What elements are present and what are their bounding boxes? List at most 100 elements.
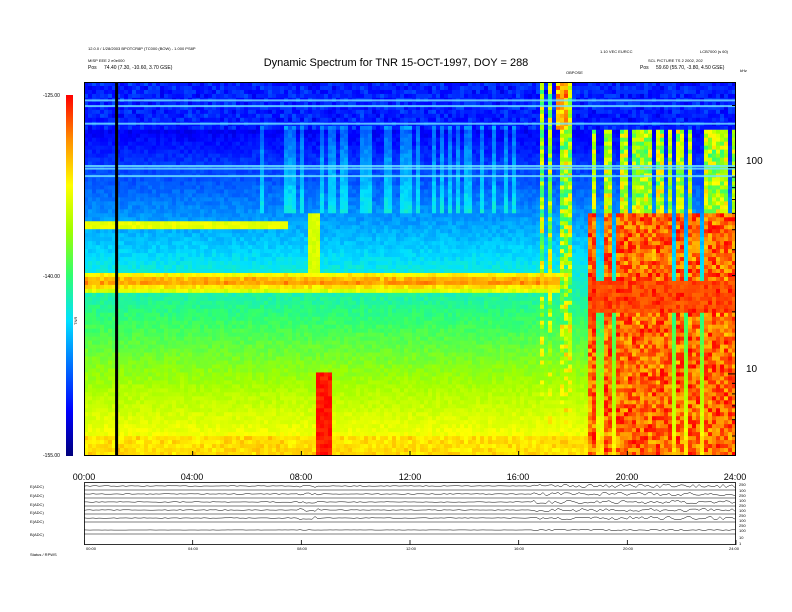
spectrogram-cell xyxy=(204,137,209,143)
spectrogram-cell xyxy=(276,157,281,162)
spectrogram-cell xyxy=(204,380,209,385)
spectrogram-cell xyxy=(276,288,281,294)
spectrogram-cell xyxy=(240,237,245,242)
spectrogram-cell xyxy=(228,145,233,151)
spectrogram-cell xyxy=(100,205,105,210)
spectrogram-cell xyxy=(148,296,153,302)
spectrogram-cell xyxy=(232,324,237,330)
spectrogram-cell xyxy=(176,364,181,369)
spectrogram-cell xyxy=(88,396,93,401)
spectrogram-cell xyxy=(160,141,165,147)
spectrogram-cell xyxy=(124,249,129,254)
spectrogram-cell xyxy=(208,129,213,135)
spectrogram-cell xyxy=(124,400,129,405)
spectrogram-cell xyxy=(192,185,197,190)
spectrogram-cell xyxy=(232,372,237,377)
spectrogram-cell xyxy=(148,388,153,393)
spectrogram-cell xyxy=(256,412,261,417)
spectrogram-cell xyxy=(272,82,277,87)
spectrogram-cell xyxy=(116,292,121,298)
spectrogram-cell xyxy=(280,392,285,397)
spectrogram-cell xyxy=(148,89,153,95)
spectrogram-cell xyxy=(100,93,105,99)
spectrogram-cell xyxy=(168,169,173,174)
spectrogram-cell xyxy=(212,364,217,369)
spectrogram-cell xyxy=(228,253,233,258)
spectrogram-cell xyxy=(152,125,157,131)
spectrogram-cell xyxy=(244,408,249,413)
spectrogram-cell xyxy=(196,372,201,377)
spectrogram-cell xyxy=(92,292,97,298)
spectrogram-cell xyxy=(264,436,269,441)
spectrogram-cell xyxy=(208,209,213,214)
spectrogram-cell xyxy=(116,440,121,445)
spectrogram-cell xyxy=(264,352,269,357)
spectrogram-cell xyxy=(188,324,193,330)
spectrogram-cell xyxy=(144,265,149,270)
spectrogram-cell xyxy=(260,284,265,290)
spectrogram-cell xyxy=(236,408,241,413)
spectrogram-cell xyxy=(240,452,245,456)
spectrogram-cell xyxy=(168,153,173,158)
spectrogram-cell xyxy=(120,272,125,278)
spectrogram-cell xyxy=(192,376,197,381)
spectrogram-cell xyxy=(284,237,289,242)
spectrogram-cell xyxy=(252,276,257,282)
spectrogram-cell xyxy=(200,245,205,250)
spectrogram-cell xyxy=(212,161,217,166)
spectrogram-cell xyxy=(164,300,169,306)
spectrogram-cell xyxy=(196,304,201,310)
spectrogram-cell xyxy=(144,340,149,345)
spectrogram-cell xyxy=(168,444,173,449)
spectrogram-cell xyxy=(140,229,145,234)
spectrogram-cell xyxy=(108,436,113,441)
spectrogram-cell xyxy=(264,185,269,190)
spectrogram-cell xyxy=(228,292,233,298)
spectrogram-cell xyxy=(160,217,165,222)
spectrogram-cell xyxy=(252,201,257,206)
spectrogram-cell xyxy=(128,145,133,151)
spectrogram-cell xyxy=(280,157,285,162)
spectrogram-cell xyxy=(248,237,253,242)
spectrogram-cell xyxy=(104,197,109,202)
spectrogram-cell xyxy=(288,201,293,206)
spectrogram-cell xyxy=(276,209,281,214)
spectrogram-cell xyxy=(96,129,101,135)
spectrogram-cell xyxy=(200,356,205,361)
spectrogram-cell xyxy=(152,412,157,417)
spectrogram-cell xyxy=(136,213,141,218)
spectrogram-cell xyxy=(100,197,105,202)
spectrogram-cell xyxy=(156,245,161,250)
spectrogram-cell xyxy=(96,213,101,218)
spectrogram-cell xyxy=(212,209,217,214)
spectrogram-cell xyxy=(268,432,273,437)
spectrogram-cell xyxy=(240,336,245,342)
spectrogram-cell xyxy=(96,412,101,417)
spectrogram-cell xyxy=(124,360,129,365)
spectrogram-cell xyxy=(208,332,213,338)
spectrogram-cell xyxy=(96,237,101,242)
spectrogram-cell xyxy=(204,276,209,282)
spectrogram-cell xyxy=(276,205,281,210)
spectrogram-cell xyxy=(128,125,133,131)
spectrogram-cell xyxy=(168,113,173,119)
spectrogram-cell xyxy=(232,380,237,385)
spectrogram-cell xyxy=(256,249,261,254)
spectrogram-cell xyxy=(220,205,225,210)
spectrogram-cell xyxy=(228,436,233,441)
spectrogram-cell xyxy=(220,452,225,456)
spectrogram-cell xyxy=(100,125,105,131)
spectrogram-cell xyxy=(180,356,185,361)
spectrogram-cell xyxy=(148,440,153,445)
spectrogram-cell xyxy=(204,320,209,326)
spectrogram-cell xyxy=(172,249,177,254)
spectrogram-cell xyxy=(256,408,261,413)
spectrogram-cell xyxy=(116,288,121,294)
spectrogram-cell xyxy=(212,221,217,226)
spectrogram-cell xyxy=(160,312,165,318)
spectrogram-cell xyxy=(88,416,93,421)
spectrogram-cell xyxy=(288,253,293,258)
spectrogram-cell xyxy=(136,284,141,290)
spectrogram-cell xyxy=(92,396,97,401)
spectrogram-cell xyxy=(96,328,101,334)
